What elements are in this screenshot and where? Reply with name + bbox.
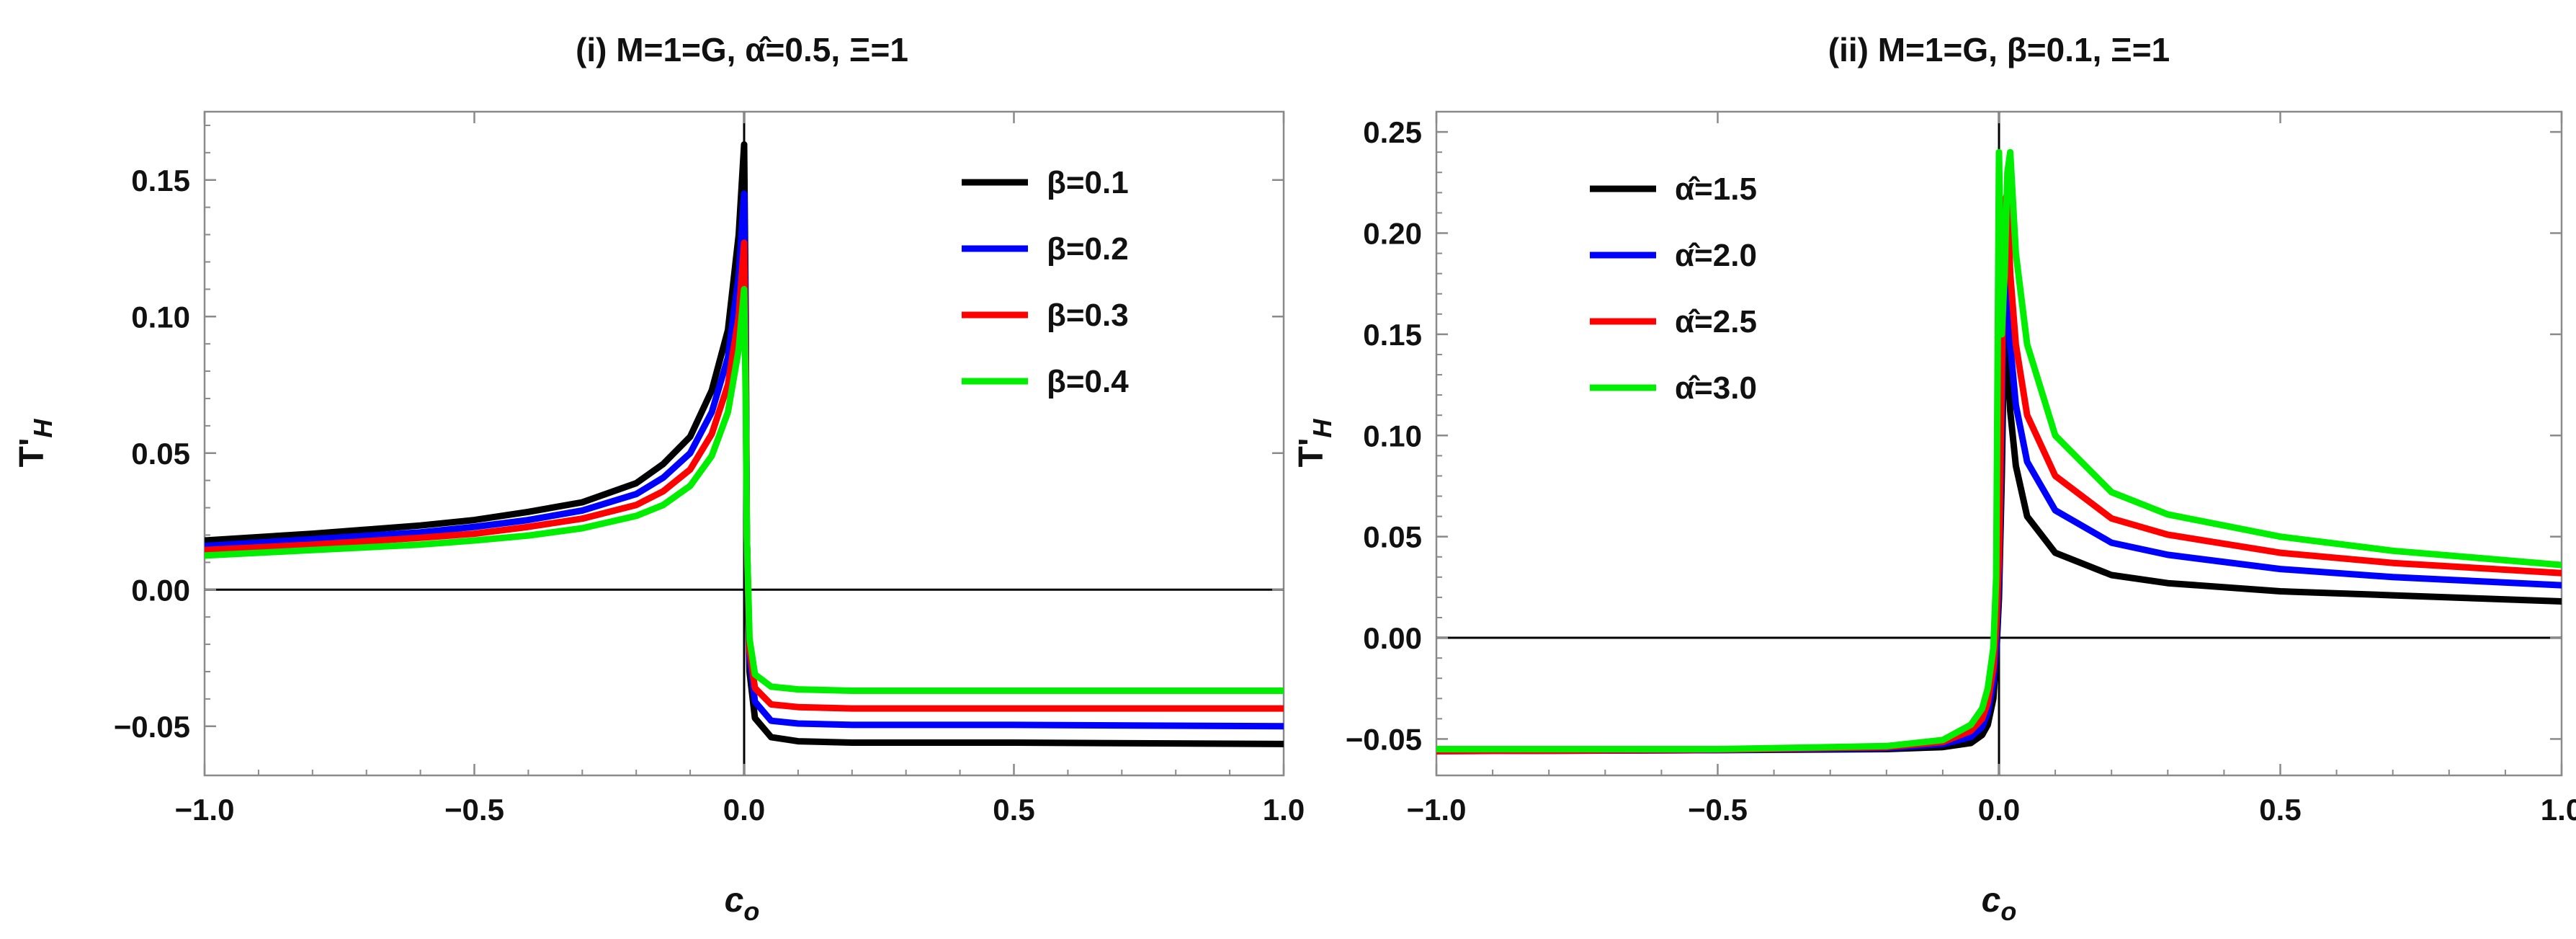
chart-title: (ii) M=1=G, β=0.1, Ξ=1 [1828,31,2170,68]
x-axis-label-subscript: o [743,896,759,926]
y-tick-label: 0.10 [1363,419,1422,453]
x-tick-label: 0.0 [723,793,765,827]
y-axis-label-subscript: H [1307,419,1337,438]
series-line-3 [205,239,1284,712]
x-tick-label: 0.5 [2259,793,2301,827]
legend: α̂=1.5 α̂=2.0 α̂=2.5 α̂=3.0 [1590,172,1757,406]
y-axis-label-subscript: H [28,419,58,438]
series-line-2 [205,190,1284,730]
legend-label: α̂=3.0 [1675,370,1757,406]
chart-title: (i) M=1=G, α̂=0.5, Ξ=1 [576,31,908,68]
legend-label: α̂=2.0 [1675,238,1757,273]
series-line-1 [205,141,1284,747]
x-tick-label: −0.5 [444,793,504,827]
chart-panel-2: (ii) M=1=G, β=0.1, Ξ=1 −1.0 −0.5 0.0 0.5 1.0 −… [1292,31,2576,926]
y-tick-label: 0.25 [1363,115,1422,149]
x-tick-label: −1.0 [175,793,235,827]
legend: β=0.1 β=0.2 β=0.3 β=0.4 [962,165,1129,399]
x-tick-label: −1.0 [1407,793,1467,827]
y-tick-label: −0.05 [1346,722,1422,756]
x-tick-label: 1.0 [1263,793,1305,827]
legend-label: α̂=2.5 [1675,304,1757,339]
x-axis-label-subscript: o [2000,896,2016,926]
y-axis-label: T'H [1292,419,1337,468]
x-axis-label: co [1982,881,2017,926]
legend-label: β=0.4 [1047,364,1129,399]
series-line-4 [1436,148,2562,752]
chart-panel-1: (i) M=1=G, α̂=0.5, Ξ=1 −1.0 −0.5 0.0 0.5 1.0 −… [13,31,1305,926]
x-tick-label: 0.5 [993,793,1034,827]
y-axis-label: T'H [13,419,58,468]
legend-label: α̂=1.5 [1675,172,1757,207]
legend-label: β=0.3 [1047,298,1129,333]
y-tick-label: 0.15 [131,164,190,197]
y-tick-label: 0.00 [1363,621,1422,655]
series-line-4 [205,285,1284,694]
y-tick-label: −0.05 [114,710,190,744]
y-tick-label: 0.05 [131,437,190,471]
y-tick-label: 0.10 [131,300,190,334]
y-tick-label: 0.15 [1363,318,1422,352]
legend-label: β=0.2 [1047,231,1129,267]
y-tick-label: 0.05 [1363,520,1422,554]
legend-label: β=0.1 [1047,165,1129,200]
x-axis-label: co [725,881,760,926]
y-tick-label: 0.20 [1363,216,1422,250]
x-tick-label: 0.0 [1978,793,2020,827]
y-tick-label: 0.00 [131,573,190,607]
x-tick-label: 1.0 [2541,793,2576,827]
x-tick-label: −0.5 [1688,793,1748,827]
